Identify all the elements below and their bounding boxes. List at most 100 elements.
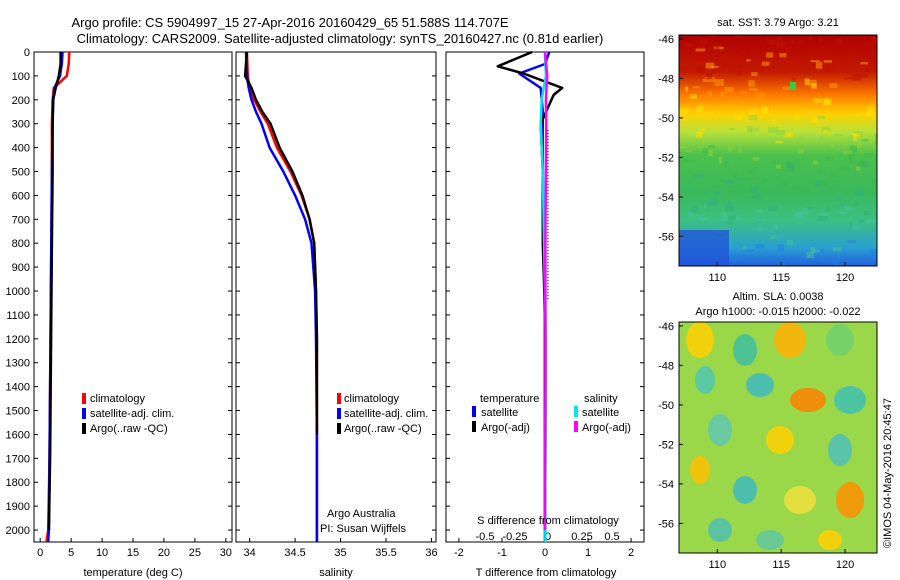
- depth-tick-label: 100: [12, 71, 30, 83]
- s-diff-tick-label: -0.25: [502, 531, 527, 543]
- x-tick-label: 34: [244, 547, 256, 559]
- x-tick-label: 35: [334, 547, 346, 559]
- sst-texture: [679, 35, 877, 266]
- depth-tick-label: 1800: [6, 477, 30, 489]
- temperature-profiles: [45, 51, 71, 543]
- lon-tick-label: 120: [836, 272, 854, 284]
- depth-tick-label: 1700: [6, 453, 30, 465]
- x-tick-label: 10: [96, 547, 108, 559]
- difference-top-label: S difference from climatology: [477, 515, 619, 527]
- legend-swatch-temp-satellite: [472, 406, 476, 417]
- credit-pi: PI: Susan Wijffels: [320, 523, 406, 535]
- depth-tick-label: 1900: [6, 501, 30, 513]
- x-tick-label: 35.5: [375, 547, 396, 559]
- lon-tick-label: 110: [709, 559, 727, 571]
- x-tick-label: 30: [220, 547, 232, 559]
- lat-tick-label: -48: [658, 360, 674, 372]
- sla-map-frame: [678, 321, 878, 554]
- legend-swatch-argo: [337, 423, 341, 434]
- depth-axis: 0 100 200 300 400 500 600 700 800 900 1000 1100 1200…: [6, 47, 644, 537]
- salinity-difference-top-axis: -0.5 -0.25 0 0.25 0.5: [476, 531, 620, 543]
- lat-tick-label: -48: [658, 73, 674, 85]
- sla-texture: [686, 322, 866, 550]
- profile-line-salinity-argo-adj-: [543, 51, 549, 530]
- lon-tick-label: 110: [709, 272, 727, 284]
- legend-title-salinity: salinity: [584, 393, 618, 405]
- legend-title-temperature: temperature: [480, 393, 539, 405]
- x-tick-label: -1: [497, 547, 507, 559]
- legend-label-argo: Argo(..raw -QC): [344, 423, 422, 435]
- temperature-legend: climatology satellite-adj. clim. Argo(..…: [82, 393, 174, 435]
- sla-map-axes: -46 -48 -50 -52 -54 -56 110 115 120: [658, 321, 854, 571]
- legend-swatch-satellite: [82, 408, 86, 419]
- legend-label-sal-satellite: satellite: [582, 407, 619, 419]
- legend-swatch-climatology: [337, 393, 341, 404]
- difference-xlabel: T difference from climatology: [476, 567, 617, 579]
- sla-heatmap: [679, 322, 877, 553]
- legend-label-climatology: climatology: [344, 393, 400, 405]
- difference-legend: temperature salinity satellite Argo(-adj…: [472, 393, 631, 434]
- lat-tick-label: -52: [658, 152, 674, 164]
- legend-label-temp-argo: Argo(-adj): [481, 422, 530, 434]
- s-diff-tick-label: -0.5: [476, 531, 495, 543]
- lat-tick-label: -56: [658, 518, 674, 530]
- depth-tick-label: 1000: [6, 286, 30, 298]
- temperature-x-axis: 0 5 10 15 20 25 30: [37, 538, 232, 559]
- legend-label-climatology: climatology: [90, 393, 146, 405]
- x-tick-label: 0: [542, 547, 548, 559]
- credit-argo-australia: Argo Australia: [327, 508, 396, 520]
- s-diff-tick-label: 0: [545, 531, 551, 543]
- depth-tick-label: 300: [12, 119, 30, 131]
- temperature-panel: [33, 51, 233, 543]
- depth-tick-label: 700: [12, 214, 30, 226]
- legend-swatch-sal-satellite: [574, 406, 578, 417]
- legend-swatch-climatology: [82, 393, 86, 404]
- sst-heatmap: [679, 35, 877, 266]
- lat-tick-label: -46: [658, 321, 674, 333]
- lat-tick-label: -54: [658, 192, 674, 204]
- lat-tick-label: -56: [658, 231, 674, 243]
- imos-timestamp: ©IMOS 04-May-2016 20:45:47: [882, 398, 894, 548]
- legend-swatch-sal-argo: [574, 421, 578, 432]
- profile-line-satellite-adj-clim-: [244, 51, 319, 542]
- depth-tick-label: 1600: [6, 429, 30, 441]
- depth-tick-label: 1400: [6, 382, 30, 394]
- salinity-xlabel: salinity: [319, 567, 353, 579]
- depth-tick-label: 1100: [6, 310, 30, 322]
- lat-tick-label: -50: [658, 400, 674, 412]
- x-tick-label: 1: [585, 547, 591, 559]
- legend-label-satellite: satellite-adj. clim.: [90, 408, 174, 420]
- sst-map-title: sat. SST: 3.79 Argo: 3.21: [717, 17, 839, 29]
- sst-map-axes: -46 -48 -50 -52 -54 -56 110 115 120: [658, 34, 854, 284]
- profile-line-climatology: [245, 51, 319, 542]
- lon-tick-label: 120: [836, 559, 854, 571]
- depth-tick-label: 2000: [6, 525, 30, 537]
- legend-swatch-argo: [82, 423, 86, 434]
- s-diff-tick-label: 0.5: [604, 531, 619, 543]
- figure-title-line2: Climatology: CARS2009. Satellite-adjuste…: [77, 31, 604, 46]
- lat-tick-label: -54: [658, 479, 674, 491]
- x-tick-label: 0: [37, 547, 43, 559]
- x-tick-label: 36: [425, 547, 437, 559]
- profile-line-temperature-argo-adj-: [496, 50, 564, 530]
- temperature-xlabel: temperature (deg C): [83, 567, 182, 579]
- x-tick-label: 34.5: [284, 547, 305, 559]
- depth-tick-label: 0: [24, 47, 30, 59]
- depth-tick-label: 600: [12, 190, 30, 202]
- depth-tick-label: 400: [12, 143, 30, 155]
- sst-map-frame: [678, 34, 878, 267]
- x-tick-label: -2: [454, 547, 464, 559]
- sla-map-title-line2: Argo h1000: -0.015 h2000: -0.022: [695, 306, 860, 318]
- depth-tick-label: 200: [12, 95, 30, 107]
- legend-swatch-satellite: [337, 408, 341, 419]
- sla-map-title-line1: Altim. SLA: 0.0038: [732, 291, 823, 303]
- s-diff-tick-label: 0.25: [571, 531, 592, 543]
- salinity-panel: [235, 51, 437, 543]
- lon-tick-label: 115: [772, 272, 790, 284]
- x-tick-label: 25: [189, 547, 201, 559]
- depth-tick-label: 1200: [6, 334, 30, 346]
- salinity-legend: climatology satellite-adj. clim. Argo(..…: [337, 393, 428, 435]
- legend-label-argo: Argo(..raw -QC): [90, 423, 168, 435]
- difference-profiles: [496, 50, 564, 542]
- lat-tick-label: -50: [658, 113, 674, 125]
